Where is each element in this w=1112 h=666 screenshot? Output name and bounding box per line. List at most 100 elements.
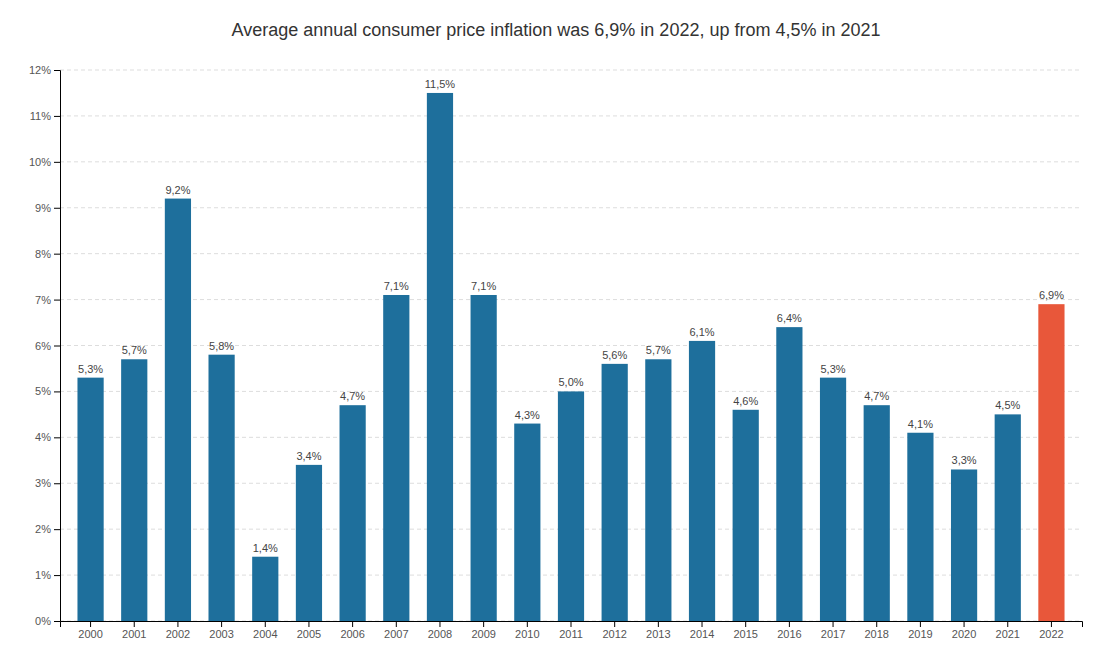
x-tick-label: 2002 [166,628,190,640]
grid-line [60,207,1082,208]
y-tick-label: 1% [35,569,51,581]
plot: 2000200120022003200420052006200720082009… [29,64,1083,640]
x-tick-mark [833,621,834,627]
y-tick: 10% [29,156,60,168]
x-tick-label: 2003 [209,628,233,640]
y-tick-mark [54,70,60,71]
bar [602,364,628,621]
bar [427,93,453,621]
x-tick-label: 2005 [297,628,321,640]
y-tick-mark [54,437,60,438]
x-tick-label: 2020 [952,628,976,640]
y-tick-mark [54,621,60,622]
data-label: 5,0% [558,376,583,388]
y-tick-label: 9% [35,202,51,214]
x-tick-mark [352,621,353,627]
y-tick: 4% [35,431,60,443]
data-labels: 5,3%5,7%9,2%5,8%1,4%3,4%4,7%7,1%11,5%7,1… [78,78,1064,554]
x-tick: 2012 [602,621,626,640]
data-label: 4,7% [340,390,365,402]
data-label: 5,8% [209,340,234,352]
x-tick-mark [658,621,659,627]
y-tick: 1% [35,569,60,581]
x-tick-label: 2013 [646,628,670,640]
x-tick-mark [308,621,309,627]
x-tick: 2021 [996,621,1020,640]
bar [558,391,584,621]
grid-line [60,299,1082,300]
x-tick-mark [90,621,91,627]
x-tick: 2011 [559,621,583,640]
data-label: 1,4% [253,542,278,554]
bar [995,414,1021,621]
y-tick-label: 11% [30,110,51,122]
x-tick: 2020 [952,621,976,640]
x-axis-line [61,622,1083,628]
bars [77,93,1064,621]
x-tick-mark [1007,621,1008,627]
data-label: 7,1% [471,280,496,292]
y-tick-label: 2% [35,523,51,535]
x-tick: 2014 [690,621,714,640]
x-tick-mark [964,621,965,627]
y-tick-mark [54,391,60,392]
y-tick-mark [54,254,60,255]
y-tick: 12% [29,64,60,76]
x-tick-mark [265,621,266,627]
chart: Average annual consumer price inflation … [0,0,1112,666]
bar [689,341,715,621]
x-tick: 2009 [471,621,495,640]
grid-line [60,115,1082,116]
data-label: 7,1% [384,280,409,292]
data-label: 6,1% [689,326,714,338]
x-tick-label: 2012 [602,628,626,640]
x-tick-mark [483,621,484,627]
y-tick: 9% [35,202,60,214]
x-tick: 2022 [1039,621,1063,640]
y-tick-mark [54,116,60,117]
x-tick-mark [396,621,397,627]
x-tick-mark [571,621,572,627]
x-tick-mark [614,621,615,627]
x-tick: 2013 [646,621,670,640]
bar [252,557,278,621]
data-label: 9,2% [165,184,190,196]
x-tick-label: 2017 [821,628,845,640]
y-tick: 2% [35,523,60,535]
y-tick-label: 0% [35,615,51,627]
grid-line [60,253,1082,254]
y-tick-mark [54,346,60,347]
x-tick: 2002 [166,621,190,640]
x-tick-label: 2000 [78,628,102,640]
x-axis: 2000200120022003200420052006200720082009… [61,621,1083,640]
x-tick-label: 2019 [908,628,932,640]
data-label: 4,6% [733,395,758,407]
bar [121,359,147,621]
x-tick: 2004 [253,621,277,640]
x-tick: 2006 [340,621,364,640]
x-tick-mark [134,621,135,627]
x-tick: 2003 [209,621,233,640]
y-tick-label: 7% [35,294,51,306]
data-label: 11,5% [425,78,456,90]
bar [1038,304,1064,621]
y-axis: 0%1%2%3%4%5%6%7%8%9%10%11%12% [29,64,61,627]
y-tick-mark [54,208,60,209]
y-tick-mark [54,529,60,530]
x-tick-label: 2015 [733,628,757,640]
x-tick: 2017 [821,621,845,640]
data-label: 5,6% [602,349,627,361]
data-label: 5,3% [78,363,103,375]
x-tick-label: 2008 [428,628,452,640]
bar [383,295,409,621]
y-tick-label: 5% [35,385,51,397]
x-tick: 2010 [515,621,539,640]
data-label: 6,4% [777,312,802,324]
y-tick-label: 12% [29,64,51,76]
bar [208,355,234,621]
y-tick: 7% [35,294,60,306]
y-tick: 5% [35,385,60,397]
bar [864,405,890,621]
x-tick-label: 2001 [122,628,146,640]
y-tick-mark [54,162,60,163]
